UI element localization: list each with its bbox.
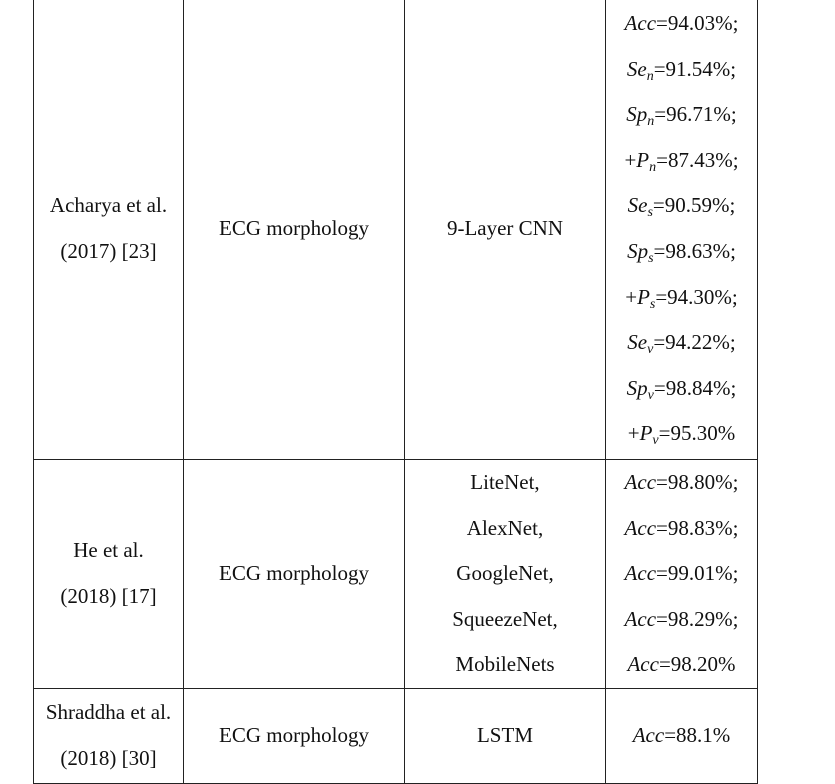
metric-line: Acc=98.83%; <box>607 506 757 552</box>
author-line: Shraddha et al. <box>45 700 172 725</box>
metric-line: Acc=98.80%; <box>607 460 757 505</box>
author-line: (2018) [17] <box>60 583 157 608</box>
metric-value: =98.29%; <box>656 606 739 631</box>
metric-line: Acc=99.01%; <box>607 551 757 597</box>
metric-line: Sen=91.54%; <box>607 47 757 93</box>
metric-line: Acc=88.1% <box>607 713 757 759</box>
metric-subscript: s <box>648 251 654 266</box>
metric-line: Spn=96.71%; <box>607 92 757 138</box>
metric-value: =94.03%; <box>656 11 739 36</box>
table-row: He et al. (2018) [17] ECG morphology LiteNe… <box>33 459 758 689</box>
table-body: Acharya et al. (2017) [23] ECG morphology 9… <box>33 0 758 784</box>
metric-value: =96.71%; <box>654 102 737 127</box>
author-line: (2017) [23] <box>60 239 157 263</box>
metric-symbol: P <box>636 147 650 172</box>
metric-symbol: Sp <box>626 375 648 400</box>
method-cell: LSTM <box>404 687 606 784</box>
method-line: 9-Layer CNN <box>446 216 564 241</box>
metric-value: =91.54%; <box>653 56 737 81</box>
method-line: LiteNet, <box>470 470 540 494</box>
method-line: GoogleNet, <box>456 561 554 586</box>
metric-line: Acc=98.20% <box>607 642 757 687</box>
author-cell: He et al. (2018) [17] <box>33 459 184 689</box>
metric-line: +Ps=94.30%; <box>607 275 757 321</box>
metric-subscript: n <box>649 159 657 175</box>
metric-line: Sev=94.22%; <box>607 320 757 366</box>
author-cell: Acharya et al. (2017) [23] <box>33 0 184 460</box>
author-cell: Shraddha et al. (2018) [30] <box>33 687 184 784</box>
metric-symbol: Acc <box>624 561 657 586</box>
metric-subscript: s <box>647 205 653 221</box>
author-line: (2018) [30] <box>60 745 157 770</box>
method-cell: LiteNet, AlexNet, GoogleNet, SqueezeNet, Mob… <box>404 459 606 689</box>
metric-value: =98.63%; <box>653 239 736 263</box>
metric-prefix: + <box>627 421 640 446</box>
metric-symbol: Acc <box>632 723 665 748</box>
metric-value: =87.43%; <box>656 147 739 172</box>
metric-subscript: v <box>647 342 654 358</box>
metric-symbol: Se <box>627 330 648 355</box>
feature-cell: ECG morphology <box>183 459 405 689</box>
metric-symbol: Acc <box>624 11 657 36</box>
metric-subscript: v <box>647 387 654 403</box>
results-cell: Acc=88.1% <box>605 687 758 784</box>
feature-text: ECG morphology <box>219 723 369 748</box>
metric-value: =88.1% <box>664 723 731 748</box>
metric-value: =98.83%; <box>656 515 739 540</box>
metric-line: +Pn=87.43%; <box>607 138 757 184</box>
metric-symbol: P <box>637 284 650 309</box>
metric-value: =98.20% <box>658 652 736 677</box>
feature-cell: ECG morphology <box>183 0 405 460</box>
results-table: Acharya et al. (2017) [23] ECG morphology 9… <box>33 0 758 784</box>
method-line: MobileNets <box>455 652 555 677</box>
results-cell: Acc=98.80%; Acc=98.83%; Acc=99.01%; Acc=98.… <box>605 459 758 689</box>
table-row: Acharya et al. (2017) [23] ECG morphology 9… <box>33 0 758 460</box>
author-line: Acharya et al. <box>49 193 168 218</box>
method-line: SqueezeNet, <box>452 606 558 631</box>
table-row: Shraddha et al. (2018) [30] ECG morphology… <box>33 687 758 784</box>
metric-prefix: + <box>625 284 638 309</box>
metric-line: Ses=90.59%; <box>607 183 757 229</box>
metric-subscript: n <box>646 68 654 84</box>
metric-line: +Pv=95.30% <box>607 411 757 457</box>
metric-symbol: Se <box>627 193 648 218</box>
metric-symbol: Acc <box>624 606 657 631</box>
metric-line: Spv=98.84%; <box>607 366 757 412</box>
feature-text: ECG morphology <box>219 561 369 586</box>
metric-symbol: Acc <box>627 652 659 677</box>
metric-value: =99.01%; <box>656 561 739 586</box>
author-line: He et al. <box>73 538 144 563</box>
metric-value: =90.59%; <box>652 193 736 218</box>
feature-cell: ECG morphology <box>183 687 405 784</box>
metric-line: Acc=98.29%; <box>607 597 757 643</box>
metric-subscript: n <box>647 114 655 130</box>
method-line: LSTM <box>476 723 533 748</box>
metric-symbol: Sp <box>626 102 648 127</box>
metric-prefix: + <box>624 147 637 172</box>
metric-symbol: Acc <box>624 515 657 540</box>
metric-value: =98.84%; <box>653 375 737 400</box>
method-line: AlexNet, <box>466 515 544 540</box>
metric-line: Acc=94.03%; <box>607 1 757 47</box>
feature-text: ECG morphology <box>219 216 369 241</box>
metric-line: Sps=98.63%; <box>607 229 757 275</box>
metric-value: =95.30% <box>658 421 736 446</box>
metric-value: =94.30%; <box>655 284 738 309</box>
metric-symbol: Acc <box>624 470 657 494</box>
metric-symbol: Se <box>626 56 647 81</box>
results-cell: Acc=94.03%; Sen=91.54%; Spn=96.71%; +Pn=87.… <box>605 0 758 460</box>
metric-symbol: P <box>639 421 653 446</box>
metric-value: =94.22%; <box>653 330 736 355</box>
metric-subscript: s <box>649 296 656 312</box>
metric-symbol: Sp <box>627 239 649 263</box>
metric-subscript: v <box>652 433 659 449</box>
method-cell: 9-Layer CNN <box>404 0 606 460</box>
metric-value: =98.80%; <box>656 470 739 494</box>
